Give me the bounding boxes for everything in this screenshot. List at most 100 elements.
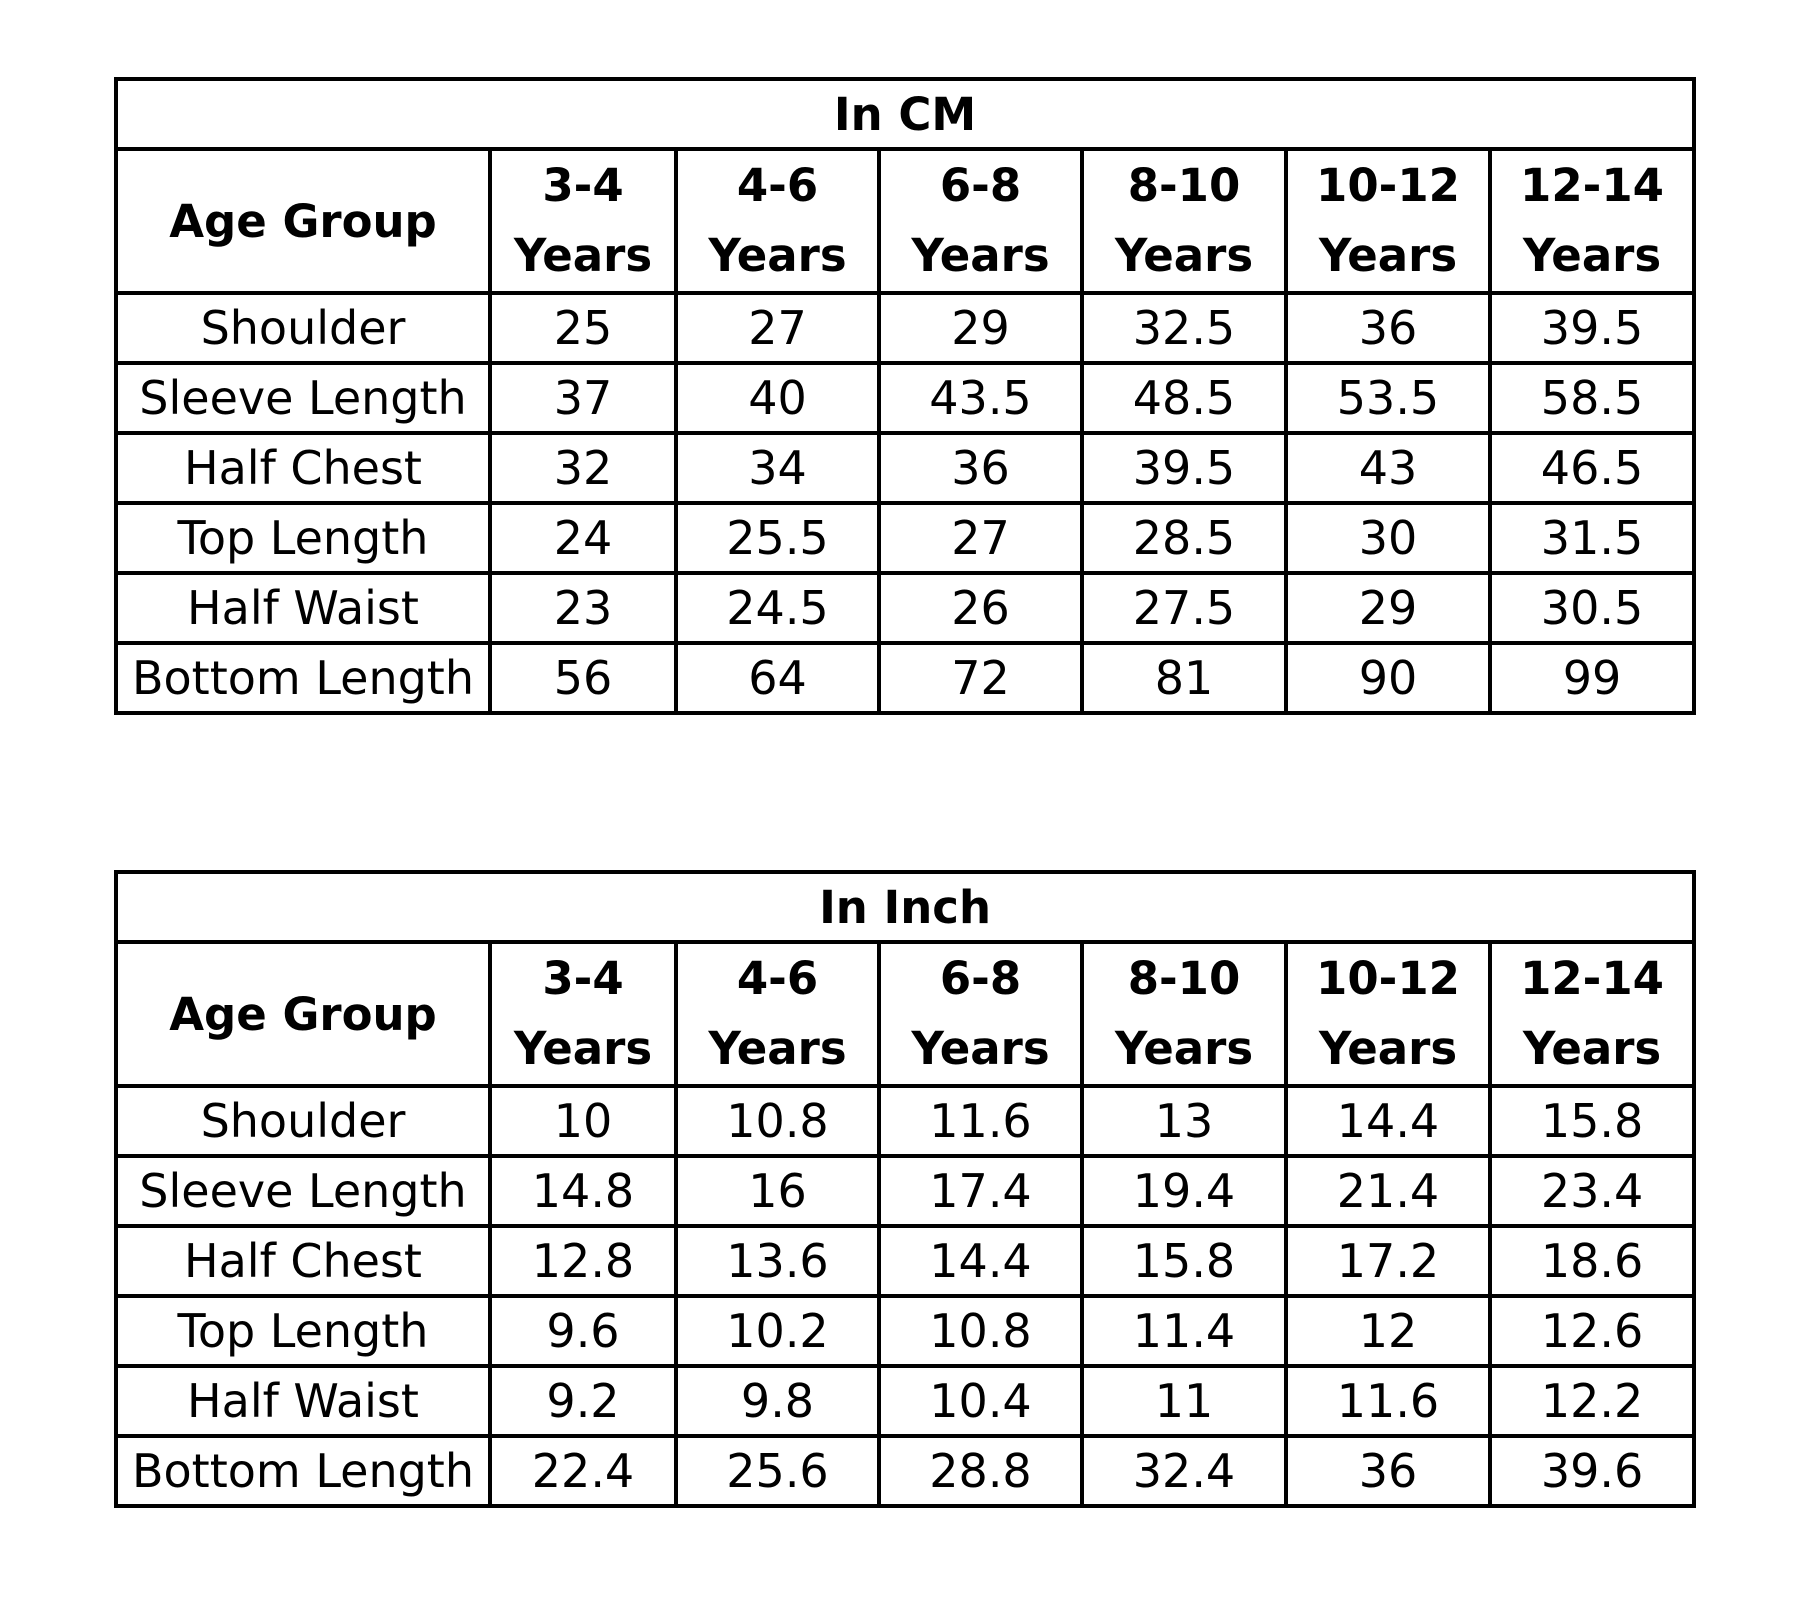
table-cell: 72 <box>877 641 1084 715</box>
table-cell: 39.5 <box>1080 431 1288 505</box>
age-unit: Years <box>1114 229 1254 282</box>
age-range: 6-8 <box>939 952 1022 1005</box>
table-cell: 32.5 <box>1080 291 1288 365</box>
age-unit: Years <box>911 229 1050 282</box>
age-unit: Years <box>513 1022 653 1075</box>
table-cell: 21.4 <box>1284 1154 1492 1228</box>
row-label: Bottom Length <box>114 1434 492 1508</box>
column-header: 12-14 Years <box>1487 147 1697 295</box>
age-unit: Years <box>513 229 653 282</box>
table-cell: 27.5 <box>1080 571 1288 645</box>
table-cell: 27 <box>877 501 1084 575</box>
table-cell: 10.4 <box>877 1364 1084 1438</box>
row-label: Shoulder <box>114 291 492 365</box>
table-cell: 32 <box>488 431 678 505</box>
column-header: 10-12 Years <box>1284 147 1492 295</box>
table-cell: 14.8 <box>488 1154 678 1228</box>
column-header: 4-6 Years <box>674 147 881 295</box>
table-cell: 39.5 <box>1487 291 1697 365</box>
table-cell: 36 <box>1284 1434 1492 1508</box>
table-cell: 10.8 <box>674 1084 881 1158</box>
column-header: 12-14 Years <box>1487 940 1697 1088</box>
table-cell: 40 <box>674 361 881 435</box>
table-cell: 28.5 <box>1080 501 1288 575</box>
table-row: Sleeve Length 14.8 16 17.4 19.4 21.4 23.… <box>114 1154 1697 1228</box>
table-row: Half Chest 32 34 36 39.5 43 46.5 <box>114 431 1697 505</box>
table-cell: 11.6 <box>877 1084 1084 1158</box>
age-range: 3-4 <box>542 952 624 1005</box>
table-cell: 99 <box>1487 641 1697 715</box>
table-cell: 29 <box>877 291 1084 365</box>
table-cell: 36 <box>877 431 1084 505</box>
row-label: Bottom Length <box>114 641 492 715</box>
table-cell: 34 <box>674 431 881 505</box>
table-cell: 30 <box>1284 501 1492 575</box>
age-group-header: Age Group <box>114 940 492 1088</box>
table-cell: 15.8 <box>1487 1084 1697 1158</box>
table-row: Top Length 9.6 10.2 10.8 11.4 12 12.6 <box>114 1294 1697 1368</box>
table-cell: 9.2 <box>488 1364 678 1438</box>
table-cell: 23 <box>488 571 678 645</box>
column-header: 8-10 Years <box>1080 940 1288 1088</box>
table-cell: 18.6 <box>1487 1224 1697 1298</box>
table-cell: 11.6 <box>1284 1364 1492 1438</box>
table-cell: 37 <box>488 361 678 435</box>
table-row: Top Length 24 25.5 27 28.5 30 31.5 <box>114 501 1697 575</box>
size-table-inch: In Inch Age Group 3-4 Years 4-6 Years 6-8 Y… <box>113 870 1697 1508</box>
table-cell: 25.6 <box>674 1434 881 1508</box>
table-cell: 9.8 <box>674 1364 881 1438</box>
age-range: 8-10 <box>1127 952 1241 1005</box>
table-cell: 24.5 <box>674 571 881 645</box>
age-unit: Years <box>911 1022 1050 1075</box>
table-cell: 16 <box>674 1154 881 1228</box>
table-title: In Inch <box>113 870 1697 944</box>
table-cell: 10.8 <box>877 1294 1084 1368</box>
age-group-header: Age Group <box>114 147 492 295</box>
age-unit: Years <box>708 1022 847 1075</box>
column-header: 4-6 Years <box>674 940 881 1088</box>
age-unit: Years <box>1522 1022 1662 1075</box>
row-label: Top Length <box>114 501 492 575</box>
age-range: 10-12 <box>1316 952 1460 1005</box>
column-header: 10-12 Years <box>1284 940 1492 1088</box>
table-cell: 11.4 <box>1080 1294 1288 1368</box>
table-cell: 28.8 <box>877 1434 1084 1508</box>
age-unit: Years <box>1114 1022 1254 1075</box>
table-row: Shoulder 25 27 29 32.5 36 39.5 <box>114 291 1697 365</box>
row-label: Half Waist <box>114 1364 492 1438</box>
table-cell: 17.4 <box>877 1154 1084 1228</box>
table-row: Half Waist 9.2 9.8 10.4 11 11.6 12.2 <box>114 1364 1697 1438</box>
table-cell: 31.5 <box>1487 501 1697 575</box>
row-label: Top Length <box>114 1294 492 1368</box>
age-range: 4-6 <box>736 159 819 212</box>
table-cell: 43 <box>1284 431 1492 505</box>
column-header: 8-10 Years <box>1080 147 1288 295</box>
table-cell: 24 <box>488 501 678 575</box>
table-cell: 14.4 <box>877 1224 1084 1298</box>
table-cell: 13 <box>1080 1084 1288 1158</box>
row-label: Half Waist <box>114 571 492 645</box>
age-range: 10-12 <box>1316 159 1460 212</box>
table-cell: 22.4 <box>488 1434 678 1508</box>
table-cell: 90 <box>1284 641 1492 715</box>
table-cell: 27 <box>674 291 881 365</box>
age-range: 8-10 <box>1127 159 1241 212</box>
table-title: In CM <box>113 77 1697 151</box>
table-cell: 14.4 <box>1284 1084 1492 1158</box>
age-unit: Years <box>708 229 847 282</box>
column-header: 3-4 Years <box>488 147 678 295</box>
age-unit: Years <box>1522 229 1662 282</box>
table-row: Bottom Length 56 64 72 81 90 99 <box>114 641 1697 715</box>
table-cell: 53.5 <box>1284 361 1492 435</box>
table-row: Shoulder 10 10.8 11.6 13 14.4 15.8 <box>114 1084 1697 1158</box>
table-cell: 56 <box>488 641 678 715</box>
age-unit: Years <box>1318 229 1458 282</box>
row-label: Sleeve Length <box>114 1154 492 1228</box>
table-cell: 12 <box>1284 1294 1492 1368</box>
table-row: Sleeve Length 37 40 43.5 48.5 53.5 58.5 <box>114 361 1697 435</box>
row-label: Half Chest <box>114 431 492 505</box>
header-row: Age Group 3-4 Years 4-6 Years 6-8 Years 8-1… <box>114 940 1697 1088</box>
row-label: Shoulder <box>114 1084 492 1158</box>
table-cell: 26 <box>877 571 1084 645</box>
table-cell: 12.8 <box>488 1224 678 1298</box>
